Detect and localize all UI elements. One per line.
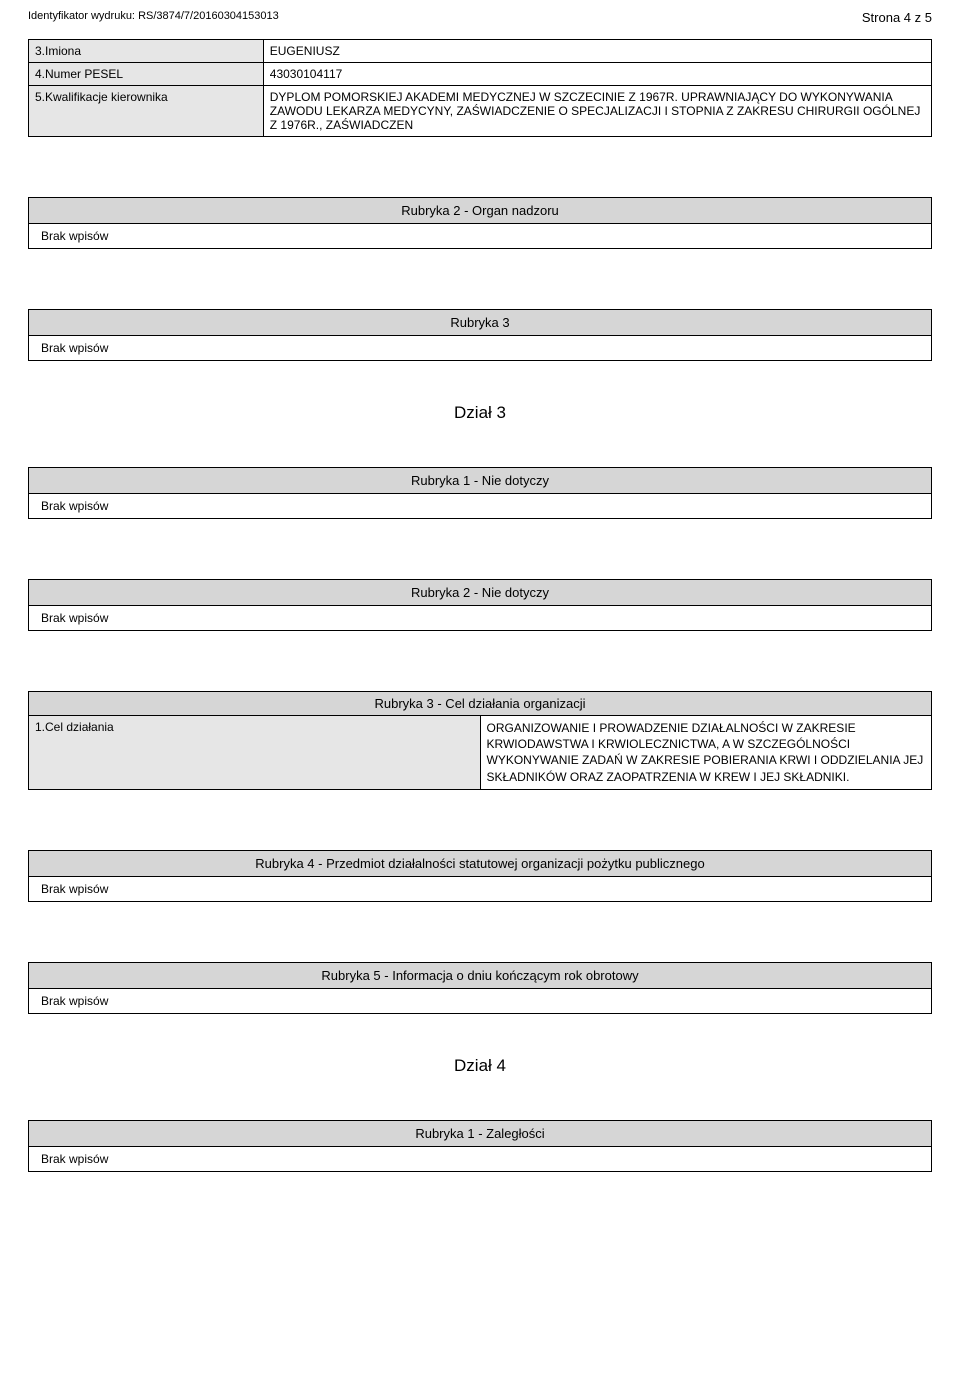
section-rubryka1-zal: Rubryka 1 - Zaległości Brak wpisów bbox=[28, 1120, 932, 1172]
section-body: Brak wpisów bbox=[28, 989, 932, 1014]
table-row: 4.Numer PESEL 43030104117 bbox=[29, 63, 932, 86]
table-row: Rubryka 3 - Cel działania organizacji bbox=[29, 692, 932, 716]
section-title: Rubryka 3 - Cel działania organizacji bbox=[29, 692, 932, 716]
section-body: Brak wpisów bbox=[28, 494, 932, 519]
row-value: EUGENIUSZ bbox=[263, 40, 931, 63]
section-rubryka4-stat: Rubryka 4 - Przedmiot działalności statu… bbox=[28, 850, 932, 902]
top-data-table: 3.Imiona EUGENIUSZ 4.Numer PESEL 4303010… bbox=[28, 39, 932, 137]
section-title: Rubryka 2 - Organ nadzoru bbox=[28, 197, 932, 224]
section-title: Rubryka 3 bbox=[28, 309, 932, 336]
row-value: DYPLOM POMORSKIEJ AKADEMI MEDYCZNEJ W SZ… bbox=[263, 86, 931, 137]
identifier-value: RS/3874/7/20160304153013 bbox=[138, 10, 279, 22]
table-row: 3.Imiona EUGENIUSZ bbox=[29, 40, 932, 63]
table-row: 1.Cel działania ORGANIZOWANIE I PROWADZE… bbox=[29, 716, 932, 790]
section-title: Rubryka 5 - Informacja o dniu kończącym … bbox=[28, 962, 932, 989]
print-identifier: Identyfikator wydruku: RS/3874/7/2016030… bbox=[28, 10, 279, 25]
section-title: Rubryka 4 - Przedmiot działalności statu… bbox=[28, 850, 932, 877]
dzial4-heading: Dział 4 bbox=[28, 1056, 932, 1076]
section-body: Brak wpisów bbox=[28, 1147, 932, 1172]
section-rubryka3-cel: Rubryka 3 - Cel działania organizacji 1.… bbox=[28, 691, 932, 790]
section-title: Rubryka 1 - Zaległości bbox=[28, 1120, 932, 1147]
section-title: Rubryka 2 - Nie dotyczy bbox=[28, 579, 932, 606]
section-rubryka5-info: Rubryka 5 - Informacja o dniu kończącym … bbox=[28, 962, 932, 1014]
page-container: Identyfikator wydruku: RS/3874/7/2016030… bbox=[0, 0, 960, 1212]
row-label: 4.Numer PESEL bbox=[29, 63, 264, 86]
row-label: 1.Cel działania bbox=[29, 716, 481, 790]
dzial3-heading: Dział 3 bbox=[28, 403, 932, 423]
identifier-label: Identyfikator wydruku: bbox=[28, 10, 135, 22]
page-number: Strona 4 z 5 bbox=[862, 10, 932, 25]
section-rubryka1-nd: Rubryka 1 - Nie dotyczy Brak wpisów bbox=[28, 467, 932, 519]
section-body: Brak wpisów bbox=[28, 877, 932, 902]
section-title: Rubryka 1 - Nie dotyczy bbox=[28, 467, 932, 494]
row-value: ORGANIZOWANIE I PROWADZENIE DZIAŁALNOŚCI… bbox=[480, 716, 932, 790]
section-body: Brak wpisów bbox=[28, 224, 932, 249]
section-rubryka2-nd: Rubryka 2 - Nie dotyczy Brak wpisów bbox=[28, 579, 932, 631]
section-rubryka2-organ: Rubryka 2 - Organ nadzoru Brak wpisów bbox=[28, 197, 932, 249]
section-body: Brak wpisów bbox=[28, 606, 932, 631]
section-body: Brak wpisów bbox=[28, 336, 932, 361]
row-label: 5.Kwalifikacje kierownika bbox=[29, 86, 264, 137]
table-row: 5.Kwalifikacje kierownika DYPLOM POMORSK… bbox=[29, 86, 932, 137]
page-header: Identyfikator wydruku: RS/3874/7/2016030… bbox=[28, 10, 932, 25]
row-value: 43030104117 bbox=[263, 63, 931, 86]
section-rubryka3: Rubryka 3 Brak wpisów bbox=[28, 309, 932, 361]
row-label: 3.Imiona bbox=[29, 40, 264, 63]
